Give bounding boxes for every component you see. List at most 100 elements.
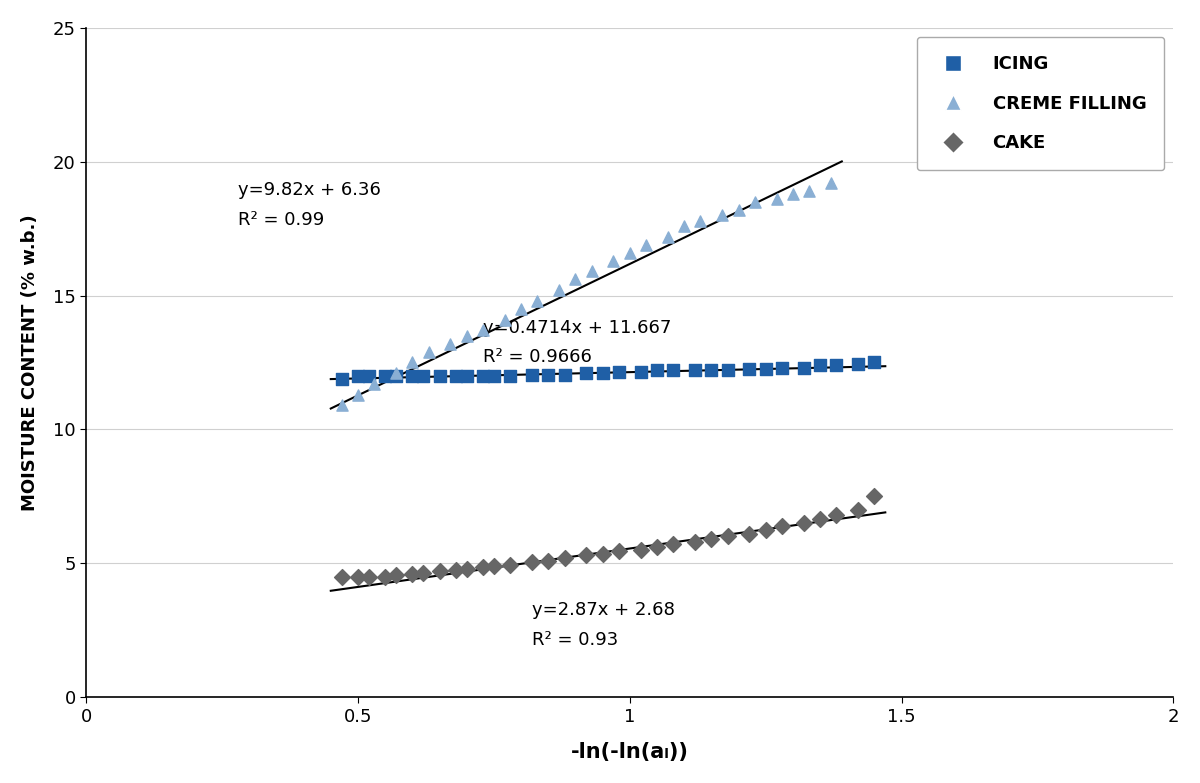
Point bbox=[664, 364, 683, 377]
Point bbox=[446, 370, 466, 382]
Point bbox=[848, 358, 868, 370]
Point bbox=[500, 558, 520, 571]
Point bbox=[496, 313, 515, 326]
Point bbox=[528, 294, 547, 307]
Point bbox=[430, 565, 449, 578]
Point bbox=[376, 370, 395, 382]
Text: R² = 0.9666: R² = 0.9666 bbox=[482, 348, 592, 366]
Point bbox=[500, 370, 520, 382]
Point bbox=[414, 566, 433, 579]
Point bbox=[419, 345, 438, 358]
Point bbox=[848, 503, 868, 516]
Point bbox=[827, 359, 846, 371]
Point bbox=[593, 547, 612, 560]
Point bbox=[440, 337, 460, 350]
Point bbox=[457, 370, 476, 382]
Point bbox=[610, 366, 629, 378]
Point bbox=[794, 362, 814, 374]
Point bbox=[430, 370, 449, 382]
Text: y=0.4714x + 11.667: y=0.4714x + 11.667 bbox=[482, 319, 671, 337]
Point bbox=[473, 324, 492, 337]
Point bbox=[799, 185, 818, 197]
Point bbox=[359, 570, 378, 583]
Point bbox=[713, 209, 732, 222]
Point bbox=[767, 193, 786, 205]
Point bbox=[604, 254, 623, 267]
Point bbox=[582, 265, 601, 278]
Point bbox=[664, 538, 683, 550]
Point bbox=[554, 368, 574, 381]
Point bbox=[359, 370, 378, 382]
Point bbox=[511, 303, 530, 316]
Point bbox=[810, 513, 829, 525]
Point bbox=[827, 509, 846, 521]
Point bbox=[794, 517, 814, 529]
Point bbox=[473, 370, 492, 382]
Point bbox=[403, 356, 422, 369]
Point bbox=[386, 569, 406, 582]
Point bbox=[756, 363, 775, 375]
Point bbox=[485, 370, 504, 382]
Point bbox=[403, 568, 422, 580]
Point bbox=[610, 545, 629, 557]
Point bbox=[365, 377, 384, 390]
Point bbox=[566, 273, 586, 286]
Point bbox=[593, 367, 612, 380]
Point bbox=[718, 530, 737, 543]
Point bbox=[756, 524, 775, 536]
Point bbox=[457, 562, 476, 575]
Point bbox=[810, 359, 829, 371]
Point bbox=[522, 556, 541, 568]
Point bbox=[718, 364, 737, 377]
Text: R² = 0.99: R² = 0.99 bbox=[239, 211, 325, 229]
Point bbox=[522, 368, 541, 381]
Point bbox=[674, 220, 694, 233]
Point bbox=[376, 570, 395, 583]
Y-axis label: MOISTURE CONTENT (% w.b.): MOISTURE CONTENT (% w.b.) bbox=[20, 214, 38, 511]
Point bbox=[348, 570, 367, 583]
Point bbox=[539, 554, 558, 567]
Point bbox=[739, 528, 758, 540]
Point bbox=[620, 247, 640, 259]
Point bbox=[773, 519, 792, 532]
Point bbox=[691, 215, 710, 227]
Point bbox=[685, 364, 704, 377]
Point bbox=[685, 536, 704, 548]
Point bbox=[773, 362, 792, 374]
Point bbox=[647, 541, 666, 554]
Point bbox=[821, 177, 840, 189]
Point bbox=[631, 543, 650, 556]
Point bbox=[702, 533, 721, 546]
Point bbox=[631, 366, 650, 378]
Legend: ICING, CREME FILLING, CAKE: ICING, CREME FILLING, CAKE bbox=[917, 37, 1164, 171]
Point bbox=[457, 330, 476, 342]
Point bbox=[446, 564, 466, 576]
Point bbox=[865, 356, 884, 369]
Point bbox=[554, 551, 574, 564]
Point bbox=[386, 367, 406, 380]
Point bbox=[784, 188, 803, 200]
Point bbox=[473, 561, 492, 573]
Point bbox=[702, 364, 721, 377]
Point bbox=[332, 570, 352, 583]
Point bbox=[332, 399, 352, 412]
Text: y=9.82x + 6.36: y=9.82x + 6.36 bbox=[239, 181, 382, 199]
Point bbox=[636, 238, 655, 251]
Point bbox=[485, 560, 504, 572]
Point bbox=[577, 549, 596, 561]
Point bbox=[659, 230, 678, 243]
Text: R² = 0.93: R² = 0.93 bbox=[532, 631, 618, 649]
Point bbox=[414, 370, 433, 382]
Point bbox=[728, 204, 748, 216]
Point bbox=[348, 388, 367, 401]
Point bbox=[550, 284, 569, 297]
Point bbox=[739, 363, 758, 375]
Text: y=2.87x + 2.68: y=2.87x + 2.68 bbox=[532, 601, 674, 619]
Point bbox=[332, 372, 352, 384]
Point bbox=[403, 370, 422, 382]
Point bbox=[745, 196, 764, 208]
X-axis label: -ln(-ln(aₗ)): -ln(-ln(aₗ)) bbox=[571, 742, 689, 762]
Point bbox=[577, 367, 596, 380]
Point bbox=[348, 370, 367, 382]
Point bbox=[386, 370, 406, 382]
